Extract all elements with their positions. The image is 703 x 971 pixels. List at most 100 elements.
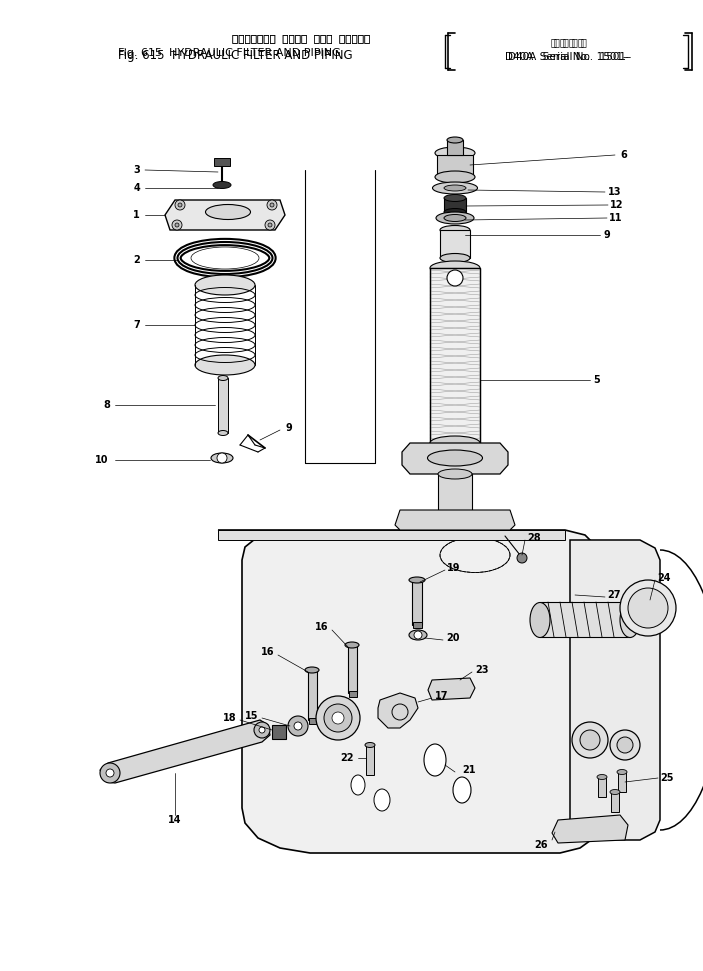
Circle shape — [254, 722, 270, 738]
Ellipse shape — [409, 630, 427, 640]
Circle shape — [332, 712, 344, 724]
Ellipse shape — [436, 212, 474, 224]
Text: 22: 22 — [340, 753, 354, 763]
Ellipse shape — [211, 453, 233, 463]
Text: 適 用 号 機: 適 用 号 機 — [550, 37, 583, 47]
Circle shape — [259, 727, 265, 733]
Text: 6: 6 — [620, 150, 627, 160]
Circle shape — [620, 580, 676, 636]
Polygon shape — [552, 815, 628, 843]
Bar — [309, 718, 317, 724]
Text: 1: 1 — [134, 210, 140, 220]
Bar — [308, 670, 317, 720]
Ellipse shape — [444, 209, 466, 216]
Ellipse shape — [213, 182, 231, 188]
Polygon shape — [218, 530, 565, 540]
Bar — [214, 158, 230, 166]
Text: 15: 15 — [245, 711, 258, 721]
Text: 25: 25 — [660, 773, 673, 783]
Ellipse shape — [432, 182, 477, 194]
Text: 18: 18 — [224, 713, 237, 723]
Bar — [272, 725, 286, 739]
Text: ハイドロリック  フィルタ  および  パイピング: ハイドロリック フィルタ および パイピング — [232, 33, 370, 43]
Text: 19: 19 — [447, 563, 460, 573]
Bar — [440, 230, 470, 258]
Circle shape — [414, 631, 422, 639]
Text: 23: 23 — [475, 665, 489, 675]
Ellipse shape — [345, 642, 359, 648]
Polygon shape — [218, 530, 600, 853]
Bar — [444, 198, 466, 212]
Ellipse shape — [444, 185, 466, 191]
Circle shape — [580, 730, 600, 750]
Text: 13: 13 — [608, 187, 621, 197]
Circle shape — [447, 270, 463, 286]
Text: 5: 5 — [593, 375, 600, 385]
Text: 2: 2 — [134, 255, 140, 265]
Text: 21: 21 — [462, 765, 475, 775]
Circle shape — [217, 453, 227, 463]
Ellipse shape — [424, 744, 446, 776]
Circle shape — [628, 588, 668, 628]
Ellipse shape — [218, 430, 228, 436]
Text: D40A  Serial No.  1501–: D40A Serial No. 1501– — [505, 52, 628, 62]
Ellipse shape — [351, 775, 365, 795]
Circle shape — [617, 737, 633, 753]
Ellipse shape — [444, 194, 466, 202]
Polygon shape — [402, 443, 508, 474]
Bar — [618, 772, 626, 792]
Bar — [366, 745, 374, 775]
Ellipse shape — [305, 667, 319, 673]
Text: 8: 8 — [103, 400, 110, 410]
Text: 24: 24 — [657, 573, 671, 583]
Circle shape — [100, 763, 120, 783]
Circle shape — [288, 716, 308, 736]
Polygon shape — [100, 720, 270, 783]
Text: Fig. 615  HYDRAULIC FILTER AND PIPING: Fig. 615 HYDRAULIC FILTER AND PIPING — [118, 48, 341, 58]
Circle shape — [572, 722, 608, 758]
Circle shape — [294, 722, 302, 730]
Circle shape — [610, 730, 640, 760]
Ellipse shape — [374, 789, 390, 811]
Circle shape — [106, 769, 114, 777]
Circle shape — [324, 704, 352, 732]
Ellipse shape — [191, 247, 259, 269]
Bar — [413, 622, 422, 628]
Text: ハイドロリック  フィルタ  および  パイピング: ハイドロリック フィルタ および パイピング — [232, 33, 370, 43]
Ellipse shape — [453, 777, 471, 803]
Text: 12: 12 — [610, 200, 624, 210]
Ellipse shape — [409, 577, 425, 583]
Bar — [218, 378, 228, 433]
Ellipse shape — [435, 171, 475, 183]
Circle shape — [268, 223, 272, 227]
Ellipse shape — [530, 602, 550, 638]
Polygon shape — [570, 540, 660, 840]
Ellipse shape — [440, 225, 470, 235]
Text: 4: 4 — [134, 183, 140, 193]
Bar — [438, 474, 472, 526]
Text: D40A  Serial No.  1501–: D40A Serial No. 1501– — [508, 52, 631, 62]
Polygon shape — [378, 693, 418, 728]
Bar — [412, 580, 422, 625]
Ellipse shape — [218, 376, 228, 381]
Text: 10: 10 — [94, 455, 108, 465]
Circle shape — [175, 200, 185, 210]
Text: 14: 14 — [168, 815, 182, 825]
Text: 28: 28 — [527, 533, 541, 543]
Ellipse shape — [438, 521, 472, 531]
Text: 27: 27 — [607, 590, 621, 600]
Text: 26: 26 — [534, 840, 548, 850]
Text: 20: 20 — [446, 633, 460, 643]
Bar — [430, 268, 480, 443]
Ellipse shape — [444, 215, 466, 221]
Text: 適 用 号 機: 適 用 号 機 — [553, 37, 586, 47]
Bar — [598, 777, 606, 797]
Ellipse shape — [447, 137, 463, 143]
Ellipse shape — [597, 775, 607, 780]
Ellipse shape — [427, 450, 482, 466]
Polygon shape — [395, 510, 515, 530]
Circle shape — [172, 220, 182, 230]
Ellipse shape — [440, 253, 470, 262]
Circle shape — [517, 553, 527, 563]
Text: Fig. 615  HYDRAULIC FILTER AND PIPING: Fig. 615 HYDRAULIC FILTER AND PIPING — [118, 49, 353, 61]
